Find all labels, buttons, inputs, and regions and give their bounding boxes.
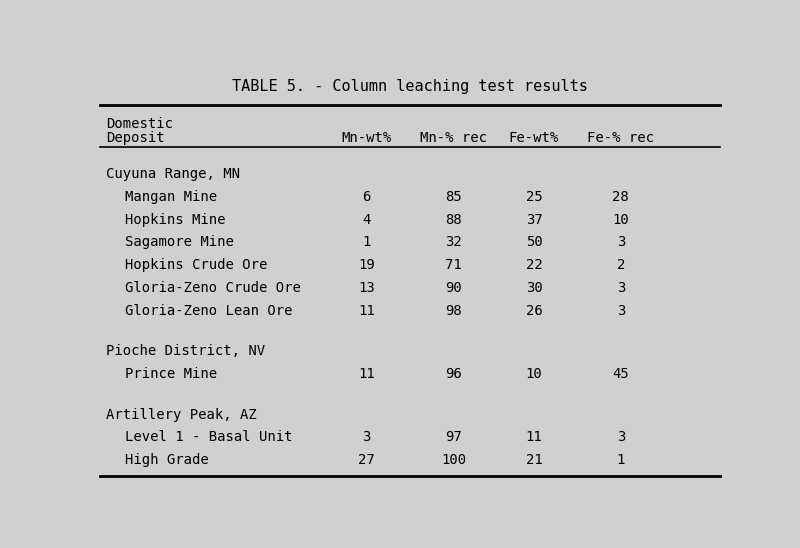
- Text: 1: 1: [362, 236, 370, 249]
- Text: 11: 11: [358, 367, 375, 381]
- Text: Fe-wt%: Fe-wt%: [509, 131, 559, 145]
- Text: 3: 3: [617, 281, 625, 295]
- Text: 50: 50: [526, 236, 542, 249]
- Text: 6: 6: [362, 190, 370, 204]
- Text: 11: 11: [358, 304, 375, 318]
- Text: 88: 88: [445, 213, 462, 227]
- Text: 37: 37: [526, 213, 542, 227]
- Text: 71: 71: [445, 258, 462, 272]
- Text: 2: 2: [617, 258, 625, 272]
- Text: 3: 3: [617, 236, 625, 249]
- Text: 21: 21: [526, 453, 542, 467]
- Text: 4: 4: [362, 213, 370, 227]
- Text: 96: 96: [445, 367, 462, 381]
- Text: Domestic: Domestic: [106, 117, 173, 131]
- Text: 25: 25: [526, 190, 542, 204]
- Text: 3: 3: [362, 430, 370, 444]
- Text: 1: 1: [617, 453, 625, 467]
- Text: Deposit: Deposit: [106, 131, 165, 145]
- Text: 32: 32: [445, 236, 462, 249]
- Text: 90: 90: [445, 281, 462, 295]
- Text: Fe-% rec: Fe-% rec: [587, 131, 654, 145]
- Text: 97: 97: [445, 430, 462, 444]
- Text: Sagamore Mine: Sagamore Mine: [125, 236, 234, 249]
- Text: 10: 10: [526, 367, 542, 381]
- Text: 45: 45: [613, 367, 629, 381]
- Text: Artillery Peak, AZ: Artillery Peak, AZ: [106, 408, 257, 421]
- Text: Mn-% rec: Mn-% rec: [420, 131, 487, 145]
- Text: Pioche District, NV: Pioche District, NV: [106, 344, 266, 358]
- Text: 11: 11: [526, 430, 542, 444]
- Text: Prince Mine: Prince Mine: [125, 367, 217, 381]
- Text: Mn-wt%: Mn-wt%: [342, 131, 392, 145]
- Text: 30: 30: [526, 281, 542, 295]
- Text: 98: 98: [445, 304, 462, 318]
- Text: 10: 10: [613, 213, 629, 227]
- Text: 28: 28: [613, 190, 629, 204]
- Text: 100: 100: [441, 453, 466, 467]
- Text: 85: 85: [445, 190, 462, 204]
- Text: Gloria-Zeno Lean Ore: Gloria-Zeno Lean Ore: [125, 304, 292, 318]
- Text: 13: 13: [358, 281, 375, 295]
- Text: 3: 3: [617, 430, 625, 444]
- Text: Hopkins Crude Ore: Hopkins Crude Ore: [125, 258, 267, 272]
- Text: Cuyuna Range, MN: Cuyuna Range, MN: [106, 167, 240, 181]
- Text: High Grade: High Grade: [125, 453, 209, 467]
- Text: 3: 3: [617, 304, 625, 318]
- Text: 26: 26: [526, 304, 542, 318]
- Text: 22: 22: [526, 258, 542, 272]
- Text: 27: 27: [358, 453, 375, 467]
- Text: 19: 19: [358, 258, 375, 272]
- Text: TABLE 5. - Column leaching test results: TABLE 5. - Column leaching test results: [232, 79, 588, 94]
- Text: Hopkins Mine: Hopkins Mine: [125, 213, 226, 227]
- Text: Level 1 - Basal Unit: Level 1 - Basal Unit: [125, 430, 292, 444]
- Text: Gloria-Zeno Crude Ore: Gloria-Zeno Crude Ore: [125, 281, 301, 295]
- Text: Mangan Mine: Mangan Mine: [125, 190, 217, 204]
